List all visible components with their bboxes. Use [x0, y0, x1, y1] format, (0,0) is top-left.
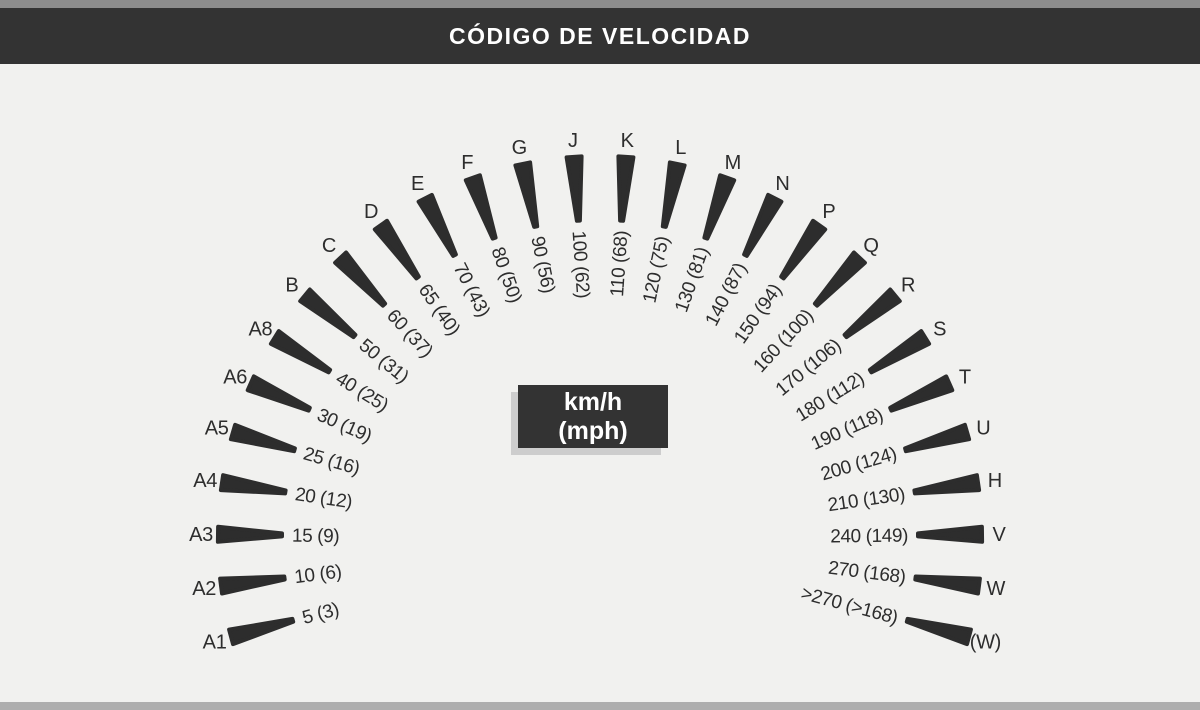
speed-code-label: T [959, 366, 971, 388]
speed-code-label: R [901, 275, 915, 297]
speed-value-label: 210 (130) [826, 484, 906, 516]
speed-code-label: D [364, 201, 378, 223]
tick-mark [268, 329, 333, 375]
speed-value-label: 110 (68) [607, 230, 632, 298]
speed-value-label: 90 (56) [526, 235, 558, 296]
tick-mark [372, 218, 421, 281]
tick-mark [742, 192, 784, 258]
speed-code-label: V [992, 524, 1006, 546]
speed-code-label: M [725, 152, 741, 174]
tick-mark [298, 287, 358, 340]
speed-value-label: 5 (3) [300, 599, 341, 629]
speed-code-label: A2 [192, 578, 216, 600]
tick-mark [912, 473, 982, 496]
speed-value-label: 20 (12) [294, 484, 354, 513]
speed-value-label: 270 (168) [827, 558, 907, 589]
speed-code-label: G [512, 137, 527, 159]
center-unit-box: km/h (mph) [518, 385, 668, 448]
speed-code-label: Q [863, 235, 878, 257]
tick-mark [218, 473, 288, 496]
tick-mark [660, 160, 687, 229]
speed-value-label: 70 (43) [449, 260, 494, 321]
speed-code-label: (W) [970, 631, 1001, 653]
speed-value-label: 80 (50) [487, 244, 526, 305]
tick-mark [702, 173, 737, 241]
title-bar: CÓDIGO DE VELOCIDAD [0, 8, 1200, 64]
tick-mark [227, 616, 296, 647]
speed-code-label: A5 [205, 417, 229, 439]
tick-mark [564, 154, 584, 223]
speed-value-label: 130 (81) [671, 244, 713, 315]
tick-mark [463, 173, 498, 241]
speed-value-label: 25 (16) [301, 444, 362, 480]
speed-code-label: P [822, 201, 835, 223]
tick-mark [245, 374, 312, 413]
tick-mark [812, 250, 867, 308]
speed-code-label: C [322, 235, 336, 257]
speed-code-label: A6 [223, 366, 247, 388]
speed-value-label: 15 (9) [292, 526, 340, 547]
speed-code-label: H [988, 470, 1002, 492]
speed-code-label: K [621, 130, 635, 152]
tick-mark [616, 154, 636, 223]
tick-mark [218, 574, 287, 596]
top-strip [0, 0, 1200, 8]
speed-code-label: A1 [203, 631, 227, 653]
speed-code-label: W [987, 578, 1006, 600]
speed-value-label: >270 (>168) [799, 583, 900, 629]
speed-value-label: 30 (19) [314, 405, 375, 447]
unit-mph-label: (mph) [558, 416, 628, 445]
tick-mark [215, 524, 284, 544]
speed-code-label: A8 [248, 319, 272, 341]
speed-code-label: N [775, 173, 789, 195]
speed-code-label: E [411, 173, 424, 195]
tick-mark [416, 192, 458, 258]
speed-code-label: U [976, 417, 990, 439]
tick-mark [888, 374, 955, 413]
speed-value-label: 200 (124) [819, 444, 900, 486]
tick-mark [904, 616, 973, 647]
tick-mark [513, 160, 540, 229]
tick-mark [228, 422, 297, 454]
speed-value-label: 240 (149) [830, 526, 908, 548]
speed-code-label: L [675, 137, 686, 159]
speed-code-label: S [933, 319, 946, 341]
tick-mark [916, 524, 985, 544]
speed-value-label: 100 (62) [567, 230, 593, 299]
speed-code-label: F [461, 152, 473, 174]
tick-mark [779, 218, 828, 281]
tick-mark [867, 329, 932, 375]
tick-mark [333, 250, 388, 308]
page-title: CÓDIGO DE VELOCIDAD [449, 22, 751, 49]
speed-code-label: B [285, 275, 298, 297]
speed-code-label: A4 [193, 470, 217, 492]
speed-value-label: 10 (6) [293, 561, 343, 588]
tick-mark [903, 422, 972, 454]
tick-mark [913, 574, 982, 596]
bottom-strip [0, 702, 1200, 710]
speed-code-label: J [568, 130, 578, 152]
speed-value-label: 40 (25) [332, 368, 392, 416]
tick-mark [842, 287, 902, 340]
unit-kmh-label: km/h [563, 387, 623, 416]
speed-value-label: 120 (75) [639, 234, 673, 304]
speed-code-label: A3 [189, 524, 213, 546]
